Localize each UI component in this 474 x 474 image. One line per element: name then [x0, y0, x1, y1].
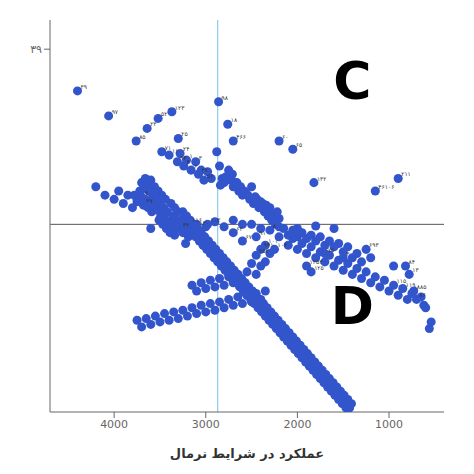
- svg-text:۶۵: ۶۵: [296, 141, 302, 148]
- svg-text:۴۶۱۰۶: ۴۶۱۰۶: [378, 183, 394, 190]
- svg-text:3000: 3000: [192, 418, 220, 431]
- svg-text:۷۱: ۷۱: [165, 144, 171, 151]
- svg-text:۱۱: ۱۱: [172, 147, 178, 154]
- svg-text:۳۹: ۳۹: [80, 83, 86, 90]
- svg-text:۱۳۰: ۱۳۰: [200, 219, 210, 226]
- svg-text:۹۴: ۹۴: [180, 153, 187, 161]
- svg-text:۶: ۶: [194, 162, 197, 169]
- svg-text:۶۰: ۶۰: [282, 133, 288, 140]
- svg-text:۱۱۵: ۱۱۵: [396, 277, 407, 285]
- svg-text:۳۹: ۳۹: [30, 43, 42, 56]
- svg-text:۱۰۴: ۱۰۴: [277, 241, 287, 248]
- svg-text:۵۲: ۵۲: [161, 110, 167, 117]
- svg-text:2000: 2000: [283, 418, 311, 431]
- svg-text:۴: ۴: [186, 158, 190, 165]
- svg-text:۹۸: ۹۸: [222, 94, 229, 101]
- svg-text:۱۳۲: ۱۳۲: [317, 175, 327, 182]
- svg-text:۱۳: ۱۳: [412, 266, 419, 273]
- svg-text:۶۳: ۶۳: [236, 225, 243, 232]
- svg-text:۸۸۵: ۸۸۵: [417, 283, 427, 290]
- svg-text:4000: 4000: [100, 418, 128, 431]
- svg-text:۱۱۶: ۱۱۶: [192, 216, 202, 224]
- svg-text:۹۱: ۹۱: [259, 229, 265, 236]
- svg-text:۲۷: ۲۷: [201, 166, 208, 174]
- svg-text:۵۶: ۵۶: [207, 172, 213, 179]
- svg-text:C: C: [333, 51, 371, 111]
- svg-text:۱۰۱: ۱۰۱: [268, 237, 278, 245]
- svg-text:۸۵: ۸۵: [139, 133, 145, 140]
- svg-text:۳: ۳: [199, 154, 203, 161]
- svg-text:۶۹۳: ۶۹۳: [369, 241, 379, 248]
- svg-text:1000: 1000: [375, 418, 403, 431]
- svg-text:۳: ۳: [346, 250, 350, 257]
- svg-text:۸: ۸: [273, 222, 277, 229]
- svg-text:۱۲۵۳: ۱۲۵۳: [310, 258, 324, 265]
- svg-text:۲۳: ۲۳: [150, 120, 157, 127]
- svg-text:۴۶۶: ۴۶۶: [236, 133, 246, 140]
- svg-text:۱۲۵: ۱۲۵: [314, 263, 324, 271]
- svg-text:۱۱۹: ۱۱۹: [406, 281, 416, 288]
- svg-text:۲۵۷: ۲۵۷: [259, 247, 269, 254]
- svg-text:۲۱۱: ۲۱۱: [401, 170, 411, 177]
- svg-text:D: D: [331, 276, 374, 336]
- svg-text:۲۴: ۲۴: [183, 145, 190, 153]
- svg-text:۹۷: ۹۷: [112, 108, 119, 115]
- svg-text:عملکرد در شرایط نرمال: عملکرد در شرایط نرمال: [170, 446, 324, 461]
- svg-text:۱۸: ۱۸: [231, 116, 238, 123]
- svg-text:۷۵: ۷۵: [328, 246, 334, 253]
- svg-text:۸۴: ۸۴: [409, 258, 415, 265]
- svg-text:۸۶: ۸۶: [420, 291, 426, 298]
- svg-text:۳۷: ۳۷: [146, 197, 153, 204]
- svg-text:۱: ۱: [190, 152, 193, 159]
- svg-text:۱۲۳: ۱۲۳: [175, 104, 185, 111]
- svg-text:۱۰۳: ۱۰۳: [211, 216, 221, 223]
- svg-text:۹: ۹: [145, 189, 148, 196]
- svg-text:۲۵: ۲۵: [181, 130, 187, 137]
- svg-text:۶۷: ۶۷: [245, 233, 252, 240]
- svg-text:۳۲: ۳۲: [183, 221, 189, 228]
